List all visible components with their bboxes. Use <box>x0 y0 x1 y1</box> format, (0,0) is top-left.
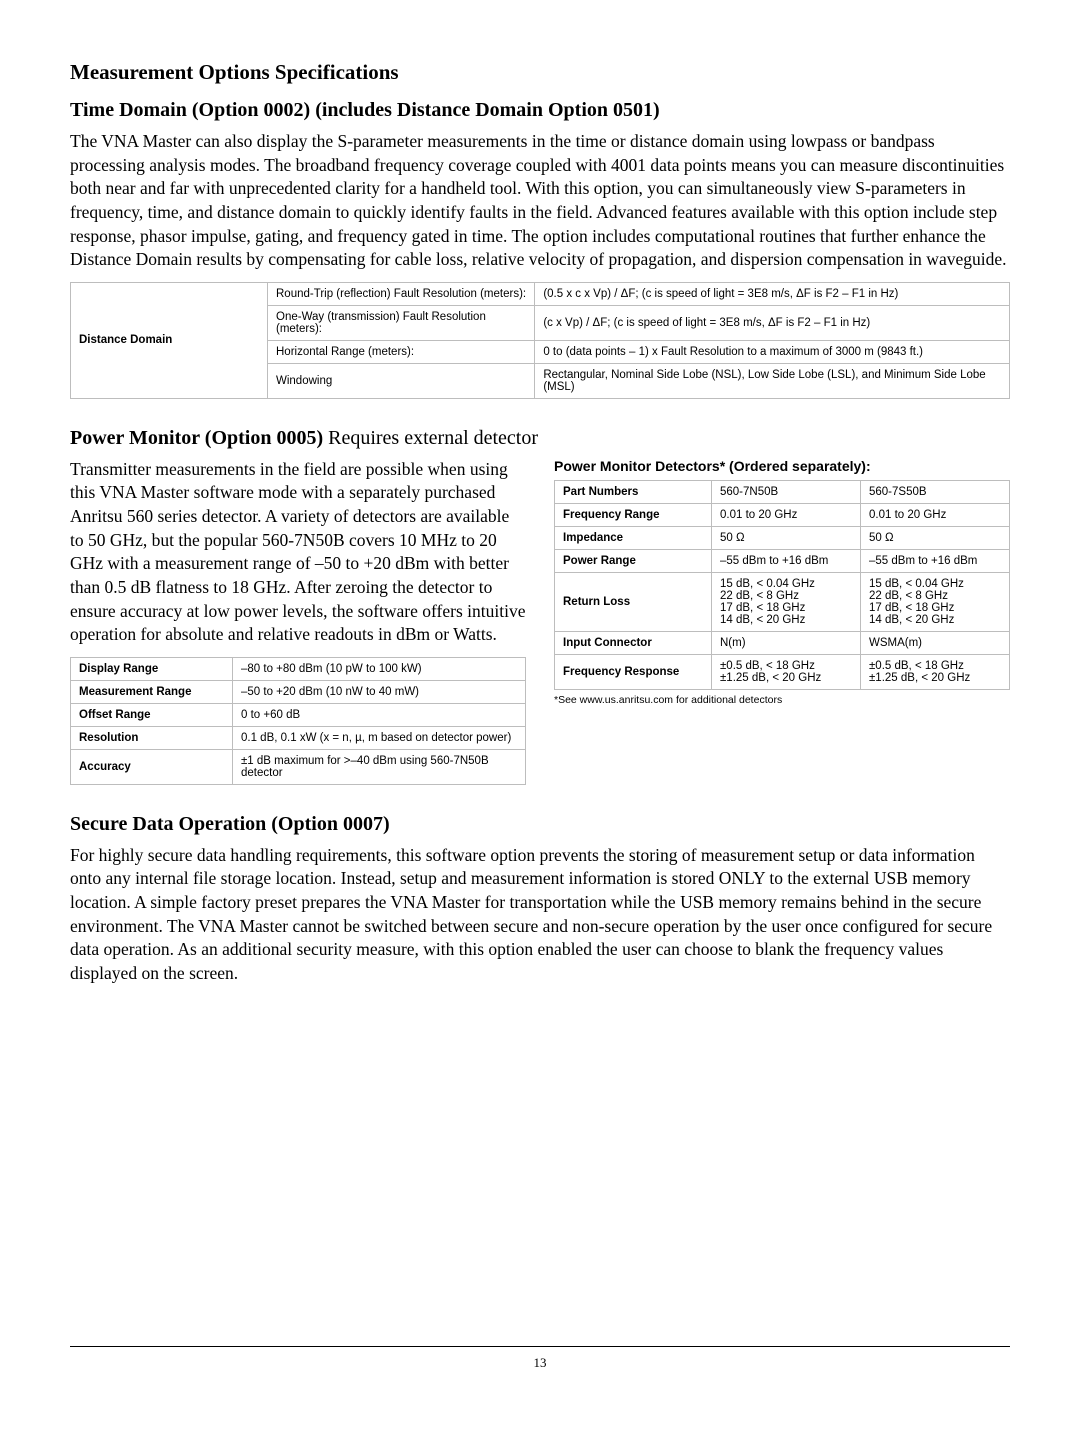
pm-cell: –80 to +80 dBm (10 pW to 100 kW) <box>233 657 526 680</box>
pm-heading-rest: Requires external detector <box>323 427 538 449</box>
det-cell: Impedance <box>555 526 712 549</box>
det-cell: 15 dB, < 0.04 GHz 22 dB, < 8 GHz 17 dB, … <box>712 572 861 631</box>
distance-domain-table: Distance Domain Round-Trip (reflection) … <box>70 282 1010 399</box>
det-cell: 50 Ω <box>712 526 861 549</box>
det-cell: N(m) <box>712 631 861 654</box>
pm-cell: Measurement Range <box>71 680 233 703</box>
det-cell: –55 dBm to +16 dBm <box>861 549 1010 572</box>
det-cell: Frequency Response <box>555 654 712 689</box>
pm-cell: –50 to +20 dBm (10 nW to 40 mW) <box>233 680 526 703</box>
detectors-footnote: *See www.us.anritsu.com for additional d… <box>554 694 1010 706</box>
pm-cell: ±1 dB maximum for >–40 dBm using 560-7N5… <box>233 749 526 784</box>
dd-cell: (0.5 x c x Vp) / ΔF; (c is speed of ligh… <box>535 282 1010 305</box>
power-monitor-heading: Power Monitor (Option 0005) Requires ext… <box>70 427 1010 450</box>
distance-domain-label: Distance Domain <box>71 282 268 398</box>
det-cell: 0.01 to 20 GHz <box>712 503 861 526</box>
det-cell: 15 dB, < 0.04 GHz 22 dB, < 8 GHz 17 dB, … <box>861 572 1010 631</box>
det-cell: Part Numbers <box>555 480 712 503</box>
page-title: Measurement Options Specifications <box>70 60 1010 85</box>
dd-cell: Round-Trip (reflection) Fault Resolution… <box>268 282 535 305</box>
det-cell: 50 Ω <box>861 526 1010 549</box>
det-cell: 0.01 to 20 GHz <box>861 503 1010 526</box>
det-cell: –55 dBm to +16 dBm <box>712 549 861 572</box>
pm-cell: 0.1 dB, 0.1 xW (x = n, µ, m based on det… <box>233 726 526 749</box>
power-monitor-paragraph: Transmitter measurements in the field ar… <box>70 458 526 647</box>
det-cell: Input Connector <box>555 631 712 654</box>
det-cell: 560-7N50B <box>712 480 861 503</box>
det-cell: ±0.5 dB, < 18 GHz ±1.25 dB, < 20 GHz <box>861 654 1010 689</box>
pm-cell: Accuracy <box>71 749 233 784</box>
det-cell: WSMA(m) <box>861 631 1010 654</box>
power-monitor-spec-table: Display Range–80 to +80 dBm (10 pW to 10… <box>70 657 526 785</box>
det-cell: ±0.5 dB, < 18 GHz ±1.25 dB, < 20 GHz <box>712 654 861 689</box>
det-cell: Power Range <box>555 549 712 572</box>
dd-cell: Windowing <box>268 363 535 398</box>
det-cell: 560-7S50B <box>861 480 1010 503</box>
pm-heading-bold: Power Monitor (Option 0005) <box>70 427 323 449</box>
dd-cell: Rectangular, Nominal Side Lobe (NSL), Lo… <box>535 363 1010 398</box>
secure-data-heading: Secure Data Operation (Option 0007) <box>70 813 1010 836</box>
pm-cell: Resolution <box>71 726 233 749</box>
detectors-table: Part Numbers560-7N50B560-7S50B Frequency… <box>554 480 1010 690</box>
det-cell: Frequency Range <box>555 503 712 526</box>
pm-cell: Display Range <box>71 657 233 680</box>
pm-cell: Offset Range <box>71 703 233 726</box>
dd-cell: One-Way (transmission) Fault Resolution … <box>268 305 535 340</box>
secure-data-paragraph: For highly secure data handling requirem… <box>70 844 1010 986</box>
dd-cell: (c x Vp) / ΔF; (c is speed of light = 3E… <box>535 305 1010 340</box>
pm-cell: 0 to +60 dB <box>233 703 526 726</box>
dd-cell: Horizontal Range (meters): <box>268 340 535 363</box>
page-number: 13 <box>70 1355 1010 1371</box>
footer-rule <box>70 1346 1010 1347</box>
time-domain-paragraph: The VNA Master can also display the S-pa… <box>70 130 1010 272</box>
time-domain-heading: Time Domain (Option 0002) (includes Dist… <box>70 99 1010 122</box>
detectors-title: Power Monitor Detectors* (Ordered separa… <box>554 458 1010 474</box>
det-cell: Return Loss <box>555 572 712 631</box>
dd-cell: 0 to (data points – 1) x Fault Resolutio… <box>535 340 1010 363</box>
